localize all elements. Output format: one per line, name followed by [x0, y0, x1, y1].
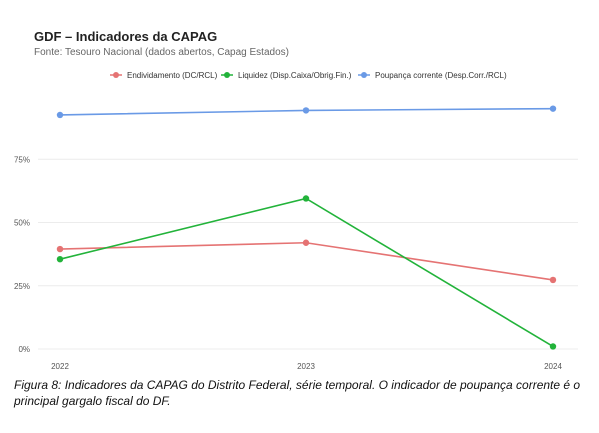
x-tick-label: 2022 [51, 362, 69, 371]
series-line [59, 241, 554, 281]
data-point [56, 245, 64, 253]
chart-subtitle: Fonte: Tesouro Nacional (dados abertos, … [34, 47, 289, 58]
series-line [59, 197, 554, 348]
legend-marker [113, 72, 119, 78]
data-point [302, 195, 310, 202]
y-tick-label: 75% [14, 155, 30, 164]
legend-marker [361, 72, 367, 78]
data-point [549, 276, 557, 284]
y-tick-label: 50% [14, 219, 30, 228]
x-tick-label: 2023 [297, 362, 315, 371]
figure-caption: Figura 8: Indicadores da CAPAG do Distri… [14, 378, 581, 408]
data-point [302, 239, 310, 246]
chart-title: GDF – Indicadores da CAPAG [34, 29, 218, 44]
data-point [56, 255, 64, 263]
legend-entry: Liquidez (Disp.Caixa/Obrig.Fin.) [238, 71, 352, 80]
legend-entry: Poupança corrente (Desp.Corr./RCL) [375, 71, 507, 80]
legend-marker [224, 72, 230, 78]
data-point [56, 111, 64, 119]
data-point [549, 343, 557, 350]
line-chart: 0% 25% 50% 75% 2022 2023 2024 Endividamento (DC… [14, 71, 578, 371]
data-point [549, 105, 557, 112]
legend-entry: Endividamento (DC/RCL) [127, 71, 218, 80]
x-tick-label: 2024 [544, 362, 562, 371]
data-point [302, 107, 310, 114]
y-tick-label: 0% [18, 345, 30, 354]
y-tick-label: 25% [14, 282, 30, 291]
